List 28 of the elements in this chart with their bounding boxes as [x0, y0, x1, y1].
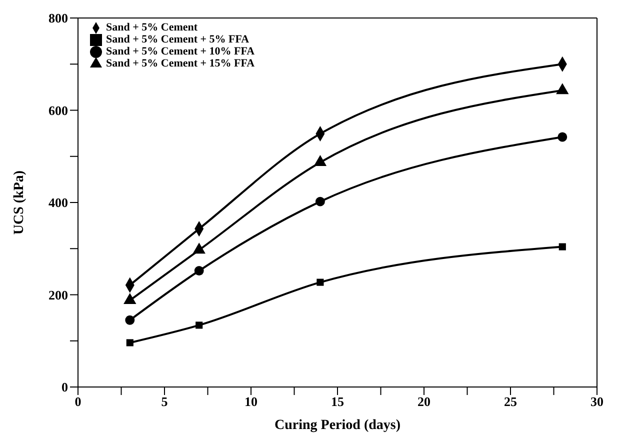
y-tick-label: 600: [48, 102, 68, 118]
x-tick-label: 30: [590, 394, 604, 410]
y-tick-label: 0: [62, 380, 68, 395]
legend-label: Sand + 5% Cement + 5% FFA: [106, 34, 250, 46]
legend-label: Sand + 5% Cement + 15% FFA: [106, 58, 255, 70]
point: [196, 322, 203, 329]
point: [558, 132, 568, 142]
point: [558, 243, 566, 250]
legend-label: Sand + 5% Cement: [106, 22, 198, 34]
point: [194, 266, 204, 276]
point: [316, 278, 324, 286]
x-tick-label: 15: [331, 394, 344, 410]
point: [125, 315, 135, 325]
x-axis-title: Curing Period (days): [274, 418, 401, 433]
x-tick-label: 10: [244, 394, 258, 410]
point: [314, 155, 327, 166]
point: [315, 196, 325, 206]
x-tick-label: 5: [161, 394, 168, 410]
x-tick-label: 0: [74, 394, 82, 410]
y-tick-label: 400: [48, 195, 68, 210]
x-tick-label: 20: [418, 394, 430, 410]
y-tick-label: 800: [48, 10, 68, 26]
legend-label: Sand + 5% Cement + 10% FFA: [106, 46, 255, 58]
y-tick-label: 200: [48, 287, 68, 302]
y-axis-title: UCS (kPa): [12, 170, 27, 235]
point: [126, 339, 134, 346]
x-tick-label: 25: [504, 394, 518, 410]
point: [556, 83, 569, 94]
